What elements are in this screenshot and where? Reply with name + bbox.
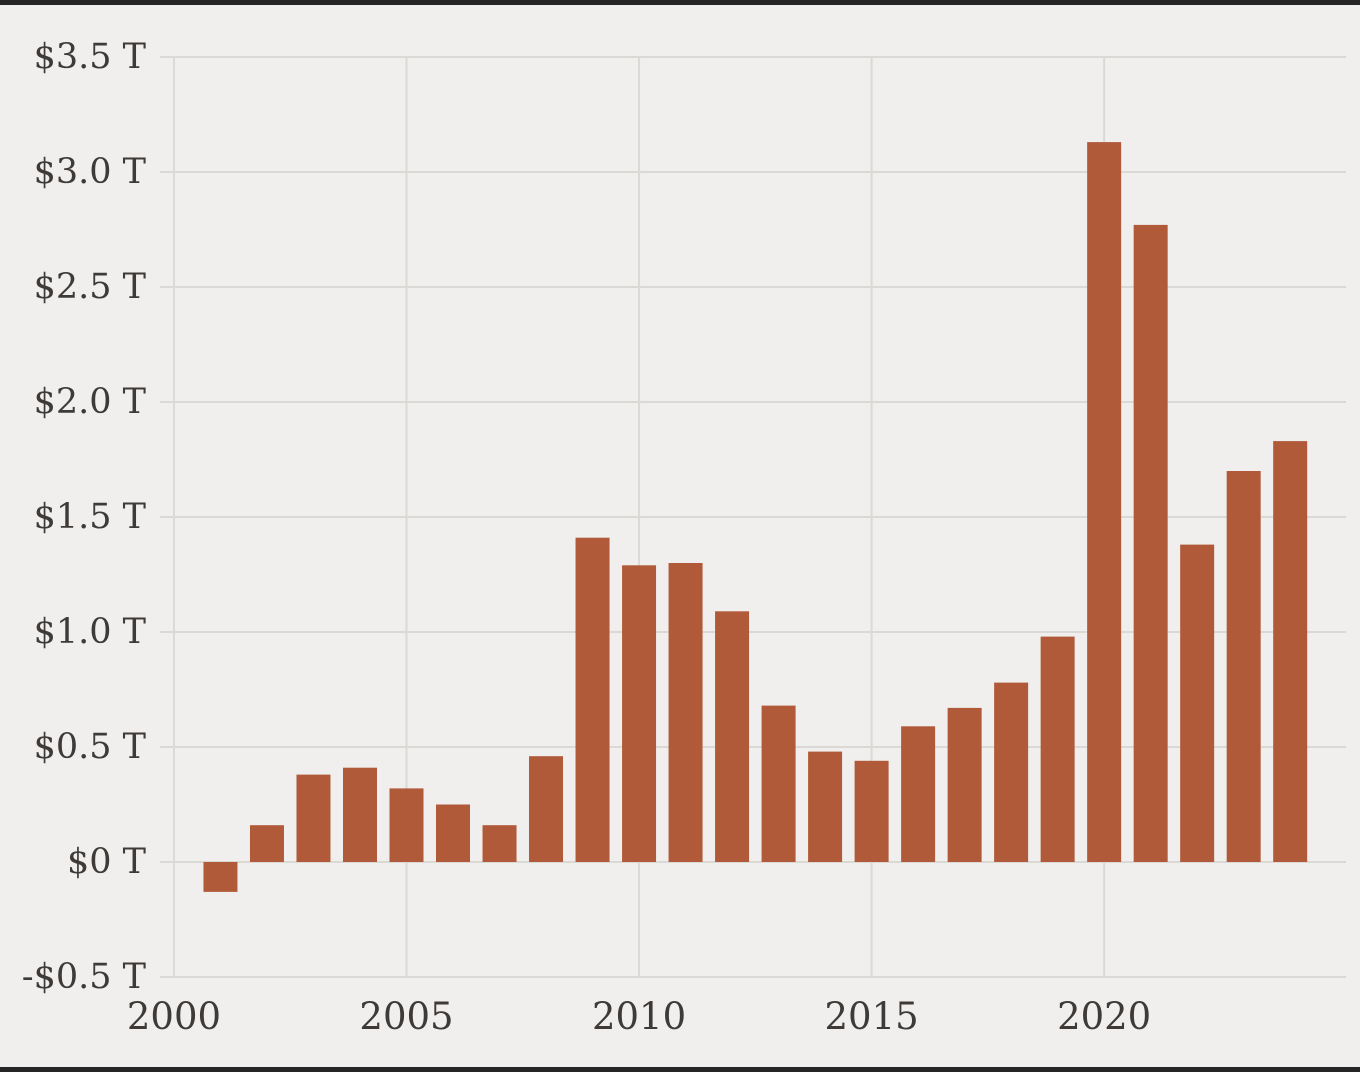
y-tick-label: -$0.5 T [22, 957, 146, 997]
bar-2014 [808, 751, 843, 862]
y-tick-label: $0 T [67, 842, 146, 882]
bar-2008 [529, 756, 564, 862]
bar-2021 [1133, 224, 1168, 862]
bar-2003 [296, 774, 331, 862]
bar-2018 [994, 682, 1029, 862]
axis-labels-layer: -$0.5 T $0 T $0.5 T $1.0 T $1.5 T $2.0 T $2.5 … [22, 37, 1151, 1038]
y-tick-label: $0.5 T [34, 727, 146, 767]
bar-2001 [203, 862, 238, 892]
bar-2011 [668, 563, 703, 862]
y-tick-label: $1.5 T [34, 497, 146, 537]
x-tick-label: 2020 [1057, 995, 1151, 1038]
bar-2020 [1087, 142, 1122, 863]
bar-2017 [947, 707, 982, 862]
top-border [0, 0, 1360, 5]
bar-2015 [854, 760, 889, 862]
bar-2013 [761, 705, 796, 862]
x-tick-label: 2005 [359, 995, 453, 1038]
bar-2019 [1040, 636, 1075, 862]
x-tick-label: 2015 [825, 995, 919, 1038]
y-tick-label: $2.0 T [34, 382, 146, 422]
bar-2006 [436, 804, 471, 862]
bar-2005 [389, 788, 424, 862]
bar-2002 [249, 825, 284, 862]
y-tick-label: $3.5 T [34, 37, 146, 77]
y-tick-label: $3.0 T [34, 152, 146, 192]
bar-2012 [715, 611, 750, 862]
bottom-border [0, 1067, 1360, 1072]
bar-2023 [1226, 471, 1261, 862]
bar-2016 [901, 726, 936, 862]
x-tick-label: 2010 [592, 995, 686, 1038]
x-tick-label: 2000 [127, 995, 221, 1038]
bars-layer [203, 142, 1308, 892]
y-tick-label: $2.5 T [34, 267, 146, 307]
bar-2022 [1180, 544, 1215, 862]
bar-2007 [482, 825, 517, 862]
bar-2024 [1273, 441, 1308, 862]
grid-layer [160, 56, 1346, 978]
bar-2004 [342, 767, 377, 862]
bar-2010 [622, 565, 657, 862]
bar-2009 [575, 537, 610, 862]
y-tick-label: $1.0 T [34, 612, 146, 652]
